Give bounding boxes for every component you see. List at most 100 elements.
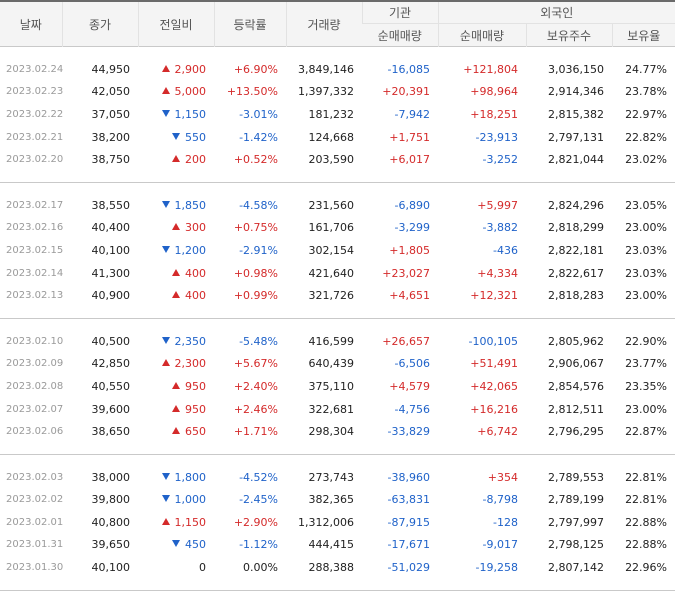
rate-cell: +0.52% [233,153,278,167]
group-separator [0,318,675,330]
holdings-cell: 2,914,346 [548,85,604,99]
close-cell: 42,850 [91,357,131,371]
volume-cell: 181,232 [308,107,355,121]
change-value: 550 [185,130,206,144]
holdings-cell: 2,796,295 [548,425,604,439]
header-holdings: 보유주수 [525,23,612,47]
separator-cell [0,182,675,194]
ratio-cell: 22.87% [625,425,668,439]
ratio-cell: 23.03% [625,243,668,257]
close-cell: 39,600 [91,402,131,416]
header-foreign-net: 순매매량 [437,23,526,47]
foreign-net-cell: -436 [493,243,518,257]
inst-net-cell: +1,751 [389,130,430,144]
ratio-cell: 23.05% [625,198,668,212]
separator-cell [0,578,675,591]
close-cell: 38,200 [91,130,131,144]
change-cell: 1,200 [138,239,214,262]
volume-cell: 3,849,146 [298,62,354,76]
rate-cell: -1.12% [239,538,278,552]
volume-cell: 382,365 [308,493,355,507]
close-cell: 40,900 [91,289,131,303]
ratio-cell: 22.81% [625,470,668,484]
table-row: 2023.02.16 40,400 300 +0.75% 161,706 -3,299 -3… [0,217,675,240]
volume-cell: 298,304 [308,425,355,439]
up-triangle-icon [172,404,180,412]
inst-net-cell: +4,651 [389,289,430,303]
date-cell: 2023.02.02 [6,494,64,506]
change-value: 1,850 [174,198,207,212]
table-row: 2023.02.14 41,300 400 +0.98% 421,640 +23,027 +… [0,262,675,285]
ratio-cell: 23.77% [625,357,668,371]
inst-net-cell: +6,017 [389,153,430,167]
foreign-net-cell: +98,964 [470,85,518,99]
inst-net-cell: -33,829 [387,425,430,439]
volume-cell: 375,110 [308,379,355,393]
header-ratio: 보유율 [611,23,675,47]
inst-net-cell: -6,890 [394,198,430,212]
close-cell: 40,550 [91,379,131,393]
close-cell: 37,050 [91,107,131,121]
foreign-net-cell: +4,334 [477,266,518,280]
header-foreign: 외국인 [437,1,675,24]
inst-net-cell: +23,027 [382,266,430,280]
date-cell: 2023.02.22 [6,108,64,120]
volume-cell: 288,388 [308,561,355,575]
rate-cell: +0.99% [233,289,278,303]
volume-cell: 203,590 [308,153,355,167]
date-cell: 2023.01.30 [6,562,64,574]
holdings-cell: 2,854,576 [548,379,604,393]
header-inst-net: 순매매량 [362,23,438,47]
table-body: 2023.02.24 44,950 2,900 +6.90% 3,849,146 -16,… [0,47,675,591]
up-triangle-icon [161,64,170,72]
holdings-cell: 2,805,962 [548,334,604,348]
rate-cell: +1.71% [233,425,278,439]
change-value: 2,300 [174,357,207,371]
inst-net-cell: -17,671 [387,538,430,552]
close-cell: 40,500 [91,334,131,348]
holdings-cell: 2,821,044 [548,153,604,167]
change-cell: 1,150 [138,103,214,126]
rate-cell: -2.45% [239,493,278,507]
foreign-net-cell: +51,491 [470,357,518,371]
volume-cell: 444,415 [308,538,355,552]
rate-cell: -3.01% [239,107,278,121]
date-cell: 2023.02.07 [6,403,64,415]
change-value: 400 [185,289,206,303]
inst-net-cell: +20,391 [382,85,430,99]
holdings-cell: 2,815,382 [548,107,604,121]
foreign-net-cell: +42,065 [470,379,518,393]
volume-cell: 416,599 [308,334,355,348]
volume-cell: 302,154 [308,243,355,257]
date-cell: 2023.02.16 [6,222,64,234]
change-cell: 0 [138,556,214,579]
header-close: 종가 [61,1,138,47]
change-value: 300 [185,221,206,235]
header-rate: 등락률 [213,1,286,47]
change-value: 200 [185,153,206,167]
change-value: 1,800 [174,470,207,484]
inst-net-cell: +4,579 [389,379,430,393]
foreign-net-cell: -23,913 [475,130,518,144]
rate-cell: -1.42% [239,130,278,144]
up-triangle-icon [161,359,170,367]
table-row: 2023.02.23 42,050 5,000 +13.50% 1,397,332 +20… [0,81,675,104]
inst-net-cell: -16,085 [387,62,430,76]
rate-cell: -4.52% [239,470,278,484]
holdings-cell: 2,818,299 [548,221,604,235]
holdings-cell: 2,812,511 [548,402,604,416]
change-cell: 950 [138,375,214,398]
foreign-net-cell: -100,105 [468,334,518,348]
foreign-net-cell: +12,321 [470,289,518,303]
inst-net-cell: -4,756 [394,402,430,416]
table-row: 2023.02.17 38,550 1,850 -4.58% 231,560 -6,890… [0,194,675,217]
close-cell: 40,100 [91,243,131,257]
table-row: 2023.02.09 42,850 2,300 +5.67% 640,439 -6,506… [0,353,675,376]
separator-cell [0,318,675,330]
holdings-cell: 2,807,142 [548,561,604,575]
holdings-cell: 2,822,181 [548,243,604,257]
rate-cell: +2.90% [233,515,278,529]
date-cell: 2023.02.06 [6,426,64,438]
close-cell: 40,800 [91,515,131,529]
foreign-net-cell: +121,804 [463,62,518,76]
